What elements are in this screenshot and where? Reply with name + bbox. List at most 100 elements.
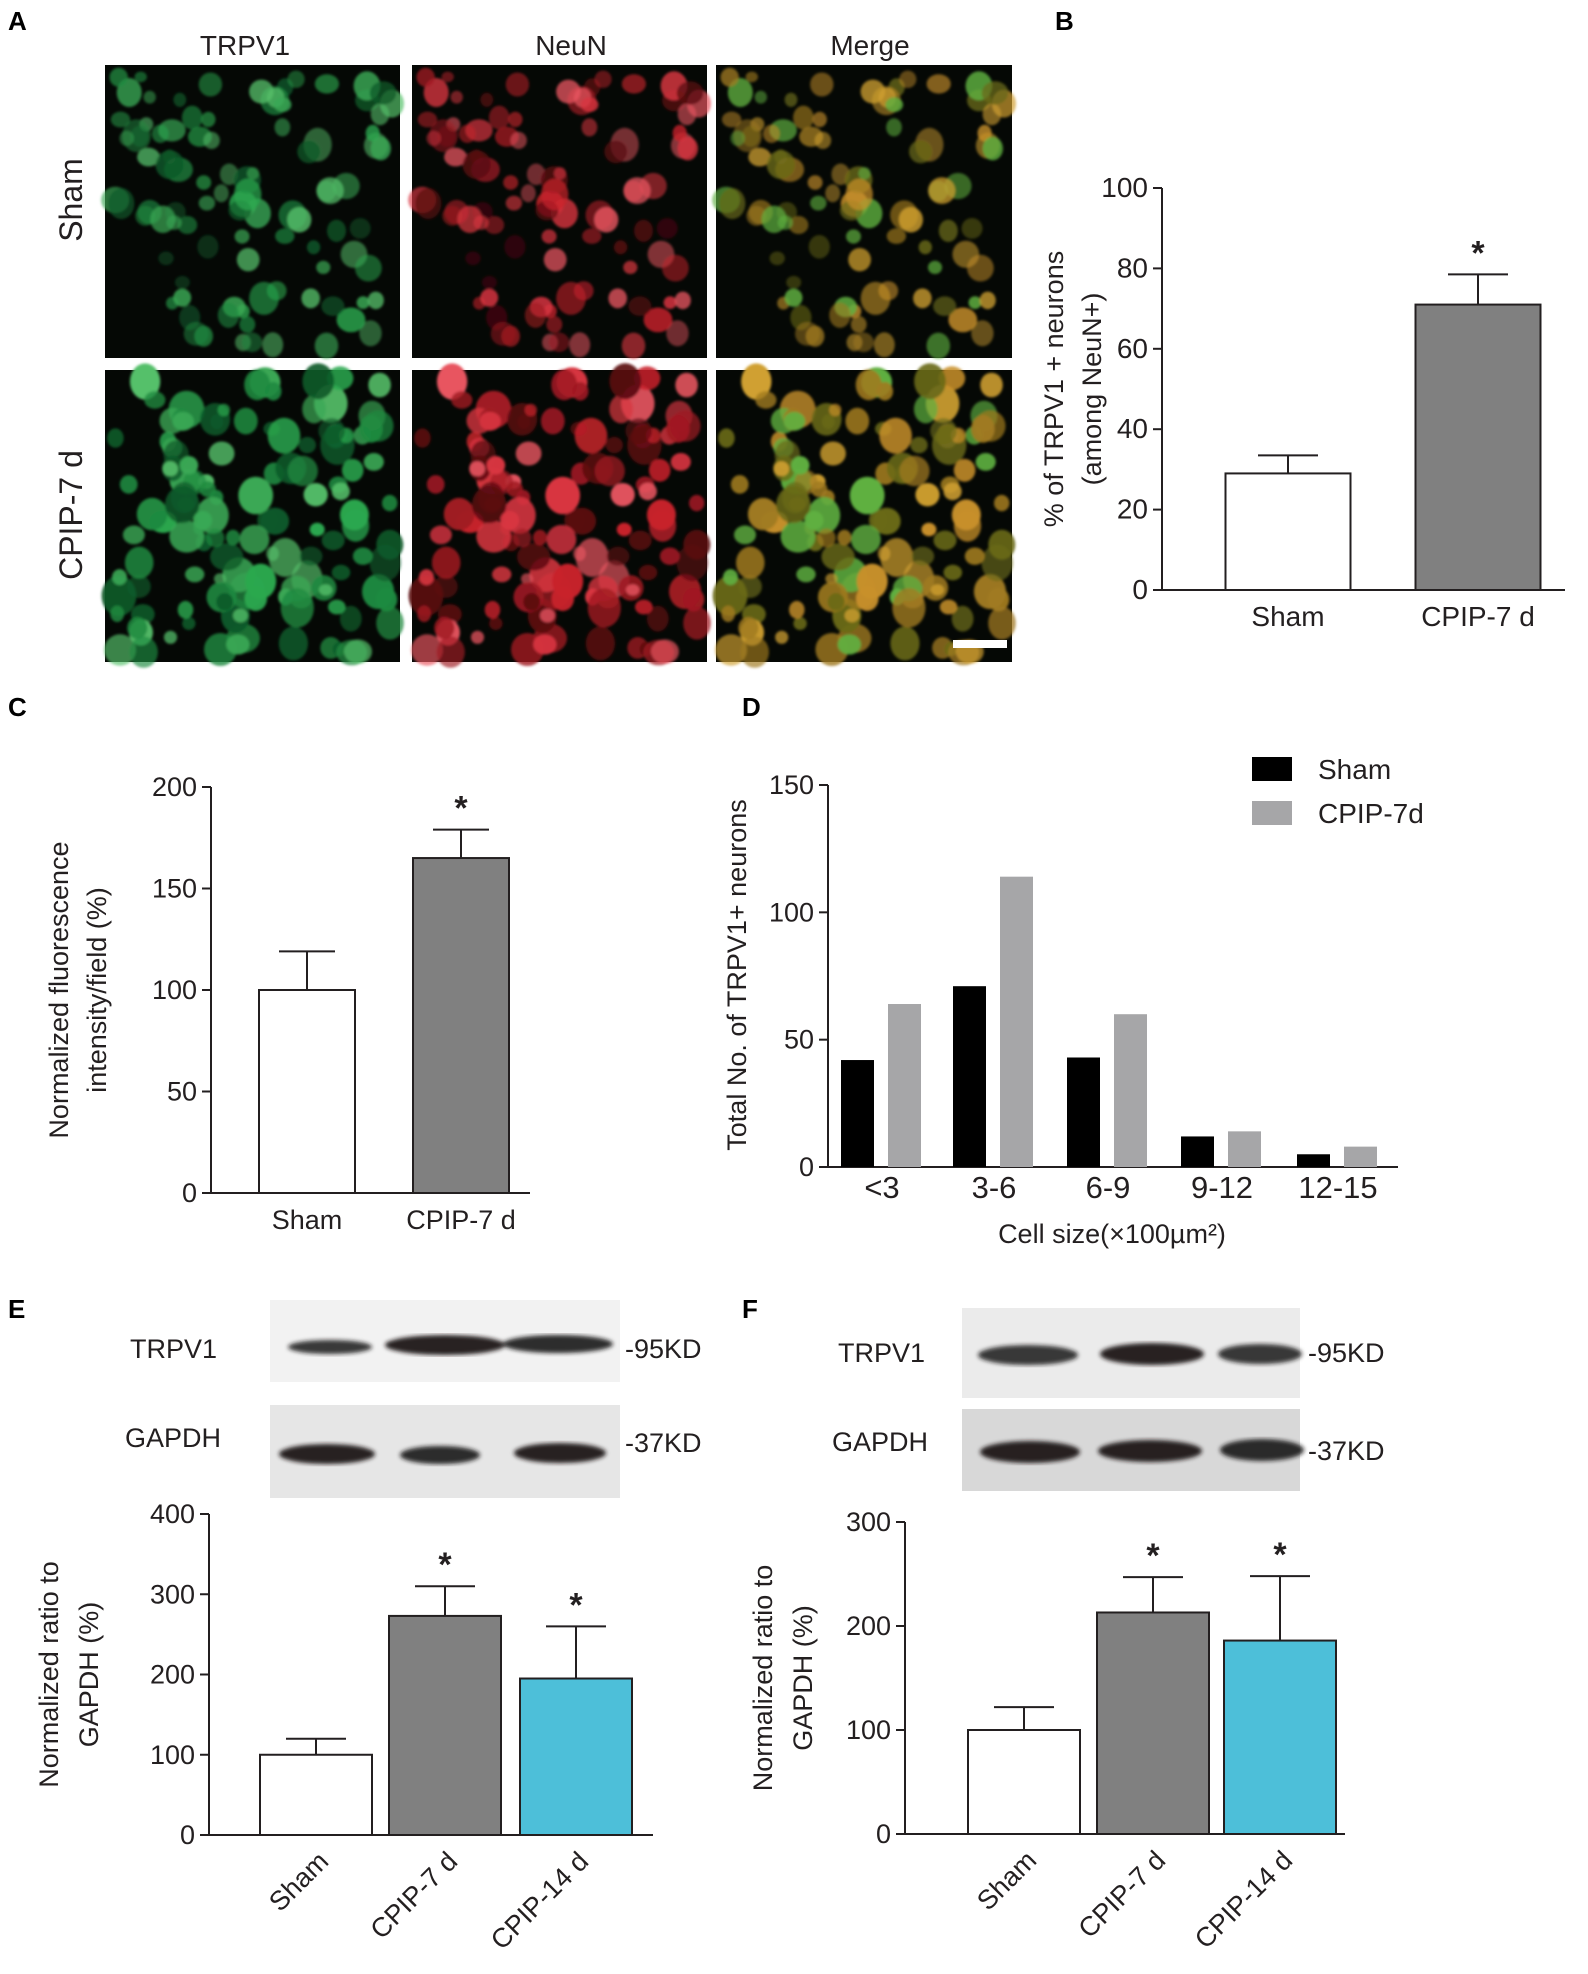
neuron-cell — [193, 510, 213, 530]
neuron-cell — [780, 520, 816, 553]
neuron-cell — [628, 530, 652, 551]
neuron-cell — [575, 538, 609, 577]
neuron-cell — [107, 428, 124, 448]
y-tick-label: 0 — [182, 1178, 197, 1208]
neuron-cell — [915, 483, 940, 507]
neuron-cell — [939, 599, 958, 615]
blot-band-group — [978, 1343, 1302, 1365]
neuron-cell — [490, 321, 516, 346]
blot-f-size-gapdh: -37KD — [1308, 1436, 1385, 1466]
neuron-cell — [808, 235, 830, 259]
neuron-cell — [909, 140, 933, 164]
x-category-label: Sham — [971, 1845, 1042, 1916]
neuron-cell — [761, 205, 787, 233]
neuron-cell — [119, 130, 134, 146]
neuron-cell — [119, 475, 138, 494]
neuron-cell — [210, 543, 244, 571]
bar-2 — [1223, 1639, 1337, 1836]
neuron-cell — [977, 124, 992, 142]
neuron-cell — [520, 184, 536, 203]
significance-marker: * — [1471, 234, 1485, 272]
neuron-cell — [201, 111, 216, 128]
neuron-cell — [793, 105, 814, 130]
neuron-cell — [546, 316, 563, 333]
neuron-cell — [927, 260, 943, 274]
neuron-cell — [582, 228, 602, 244]
neuron-cell — [734, 525, 756, 545]
neuron-cell — [244, 369, 271, 401]
neuron-cell — [721, 111, 742, 128]
neuron-cell — [551, 369, 578, 401]
neuron-cell — [659, 547, 680, 565]
neuron-cell — [663, 296, 677, 309]
neuron-cell — [158, 251, 174, 266]
neuron-cell — [784, 288, 803, 307]
blot-band — [980, 1441, 1080, 1463]
neuron-cell — [484, 600, 501, 619]
neuron-cell — [444, 147, 467, 167]
neuron-cell — [886, 228, 907, 244]
western-blot-e-trpv1 — [270, 1300, 620, 1382]
neuron-cell — [606, 546, 630, 566]
neuron-cell — [321, 296, 345, 317]
neuron-cell — [110, 111, 131, 128]
y-tick-label: 100 — [150, 1740, 195, 1770]
neuron-cell — [321, 530, 345, 551]
y-axis-label: GAPDH (%) — [74, 1602, 104, 1748]
col-header-neun: NeuN — [535, 30, 607, 61]
bar-cpip-7d — [1344, 1146, 1377, 1167]
neuron-cell — [144, 391, 166, 409]
y-tick-label: 200 — [846, 1611, 891, 1641]
neuron-cell — [825, 184, 841, 203]
neuron-cell — [938, 219, 958, 242]
x-category-label: 6-9 — [1086, 1170, 1131, 1205]
bar-0 — [259, 1753, 373, 1836]
neuron-cell — [625, 418, 652, 444]
neuron-cell — [309, 522, 325, 537]
blot-e-size-trpv1: -95KD — [625, 1334, 702, 1364]
neuron-cell — [635, 599, 653, 615]
neuron-cell — [541, 178, 569, 211]
neuron-cell — [971, 414, 995, 443]
cell-group — [101, 363, 404, 668]
neuron-cell — [524, 302, 547, 328]
neuron-cell — [126, 575, 151, 598]
neuron-cell — [553, 167, 567, 180]
panel-label-c: C — [8, 692, 27, 722]
neuron-cell — [573, 546, 586, 561]
x-category-label: Sham — [263, 1846, 334, 1917]
neuron-cell — [124, 546, 154, 579]
neuron-cell — [306, 240, 321, 255]
micrograph-cpip7-neun — [408, 363, 711, 668]
neuron-cell — [980, 372, 1003, 398]
neuron-cell — [476, 520, 512, 553]
micrograph-cpip7-trpv1 — [101, 363, 404, 668]
blot-band — [978, 1345, 1078, 1365]
neuron-cell — [545, 476, 581, 515]
y-tick-label: 80 — [1117, 252, 1148, 283]
neuron-cell — [533, 634, 557, 655]
western-blot-f-gapdh — [962, 1409, 1304, 1491]
neuron-cell — [943, 482, 962, 501]
neuron-cell — [886, 118, 902, 137]
neuron-cell — [262, 332, 284, 358]
neuron-cell — [672, 124, 687, 142]
neuron-cell — [508, 111, 523, 128]
micrograph-sham-neun — [408, 65, 712, 359]
neuron-cell — [316, 260, 331, 274]
y-tick-label: 300 — [150, 1579, 195, 1609]
neuron-cell — [233, 608, 248, 623]
neuron-cell — [505, 195, 523, 211]
y-tick-label: 100 — [1101, 172, 1148, 203]
neuron-cell — [302, 394, 326, 424]
y-axis-label: Normalized ratio to — [34, 1561, 64, 1788]
neuron-cell — [973, 574, 1007, 610]
blot-band — [400, 1446, 480, 1464]
neuron-cell — [359, 320, 382, 347]
y-tick-label: 0 — [180, 1820, 195, 1850]
neuron-cell — [784, 92, 798, 107]
neuron-cell — [666, 414, 690, 443]
neuron-cell — [150, 205, 176, 233]
neuron-cell — [844, 608, 860, 623]
significance-marker: * — [1146, 1537, 1160, 1575]
